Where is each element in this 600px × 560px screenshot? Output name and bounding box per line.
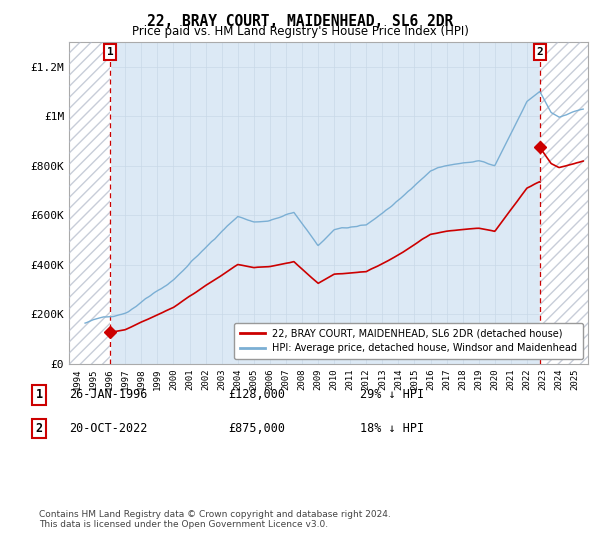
Text: Price paid vs. HM Land Registry's House Price Index (HPI): Price paid vs. HM Land Registry's House … [131,25,469,38]
Legend: 22, BRAY COURT, MAIDENHEAD, SL6 2DR (detached house), HPI: Average price, detach: 22, BRAY COURT, MAIDENHEAD, SL6 2DR (det… [235,323,583,359]
Text: 22, BRAY COURT, MAIDENHEAD, SL6 2DR: 22, BRAY COURT, MAIDENHEAD, SL6 2DR [147,14,453,29]
Text: 26-JAN-1996: 26-JAN-1996 [69,388,148,402]
Bar [540,42,588,364]
Text: 2: 2 [536,47,543,57]
Text: 20-OCT-2022: 20-OCT-2022 [69,422,148,435]
Bar [69,42,110,364]
Text: 1: 1 [35,388,43,402]
Bar [69,42,110,364]
Text: Contains HM Land Registry data © Crown copyright and database right 2024.
This d: Contains HM Land Registry data © Crown c… [39,510,391,529]
Text: 1: 1 [107,47,113,57]
Text: 18% ↓ HPI: 18% ↓ HPI [360,422,424,435]
Text: 29% ↓ HPI: 29% ↓ HPI [360,388,424,402]
Text: £875,000: £875,000 [228,422,285,435]
Bar [540,42,588,364]
Text: £128,000: £128,000 [228,388,285,402]
Text: 2: 2 [35,422,43,435]
